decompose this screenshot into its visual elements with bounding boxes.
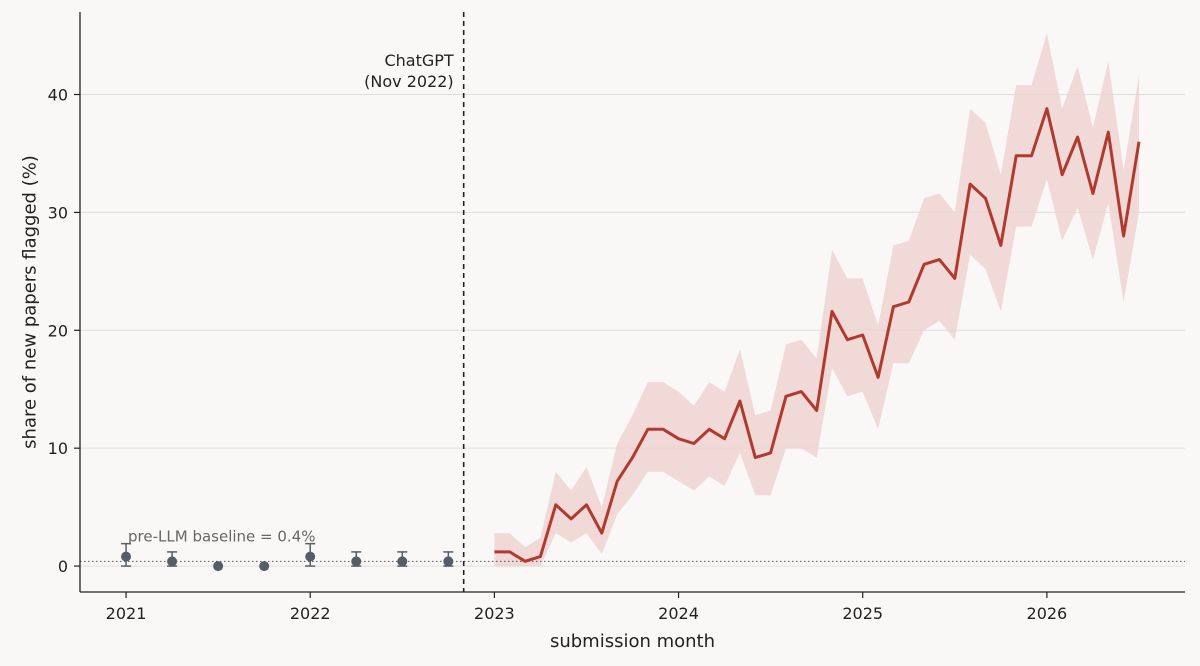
tick-labels: 0 10 20 30 40 2021 2022 2023 2024 2025 2026 [48,86,1068,623]
chatgpt-annotation-line1: ChatGPT [384,51,453,70]
axes [79,12,1185,593]
chatgpt-annotation-line2: (Nov 2022) [364,72,454,91]
y-axis-label: share of new papers flagged (%) [19,155,40,449]
y-tick-label: 0 [58,557,68,576]
x-tick-label: 2023 [474,604,515,623]
pre-llm-point-4 [305,551,316,562]
x-tick-label: 2025 [842,604,883,623]
pre-llm-point-7 [443,556,454,567]
flagged-share-line [494,107,1141,563]
pre-llm-point-5 [351,556,362,567]
y-tick-label: 10 [48,439,68,458]
y-tick-label: 20 [48,321,68,340]
series-line-layer [494,107,1141,563]
y-tick-label: 30 [48,203,68,222]
pre-llm-point-3 [259,561,270,572]
pre-llm-point-6 [397,556,408,567]
x-tick-label: 2021 [106,604,147,623]
x-axis-label: submission month [550,631,715,652]
confidence-band [494,33,1139,567]
confidence-band-layer [494,33,1139,567]
y-tick-label: 40 [48,86,68,105]
pre-llm-point-1 [167,556,178,567]
x-tick-label: 2022 [290,604,331,623]
baseline-label: pre-LLM baseline = 0.4% [128,527,315,545]
x-tick-label: 2024 [658,604,699,623]
pre-llm-point-0 [121,551,132,562]
pre-llm-point-2 [213,561,224,572]
x-tick-label: 2026 [1027,604,1068,623]
pre-llm-points-layer [121,542,454,572]
